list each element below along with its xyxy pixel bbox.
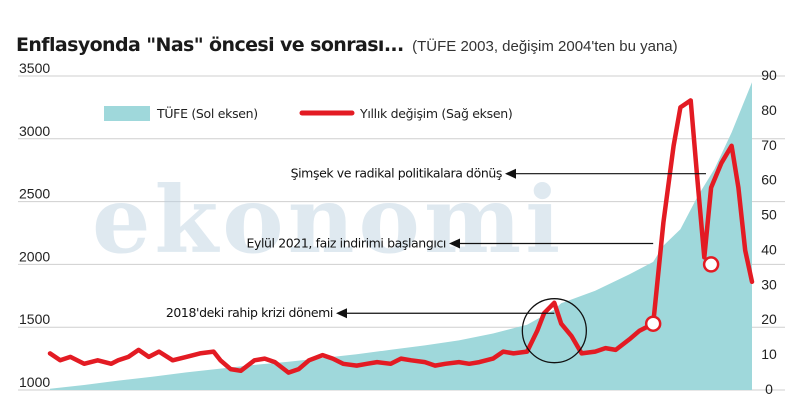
event-marker — [644, 315, 662, 332]
annotation-label: Şimşek ve radikal politikalara dönüş — [291, 166, 502, 181]
left-tick-label: 3500 — [19, 60, 50, 76]
right-tick-label: 20 — [761, 311, 777, 327]
annotations: Şimşek ve radikal politikalara dönüş Eylü… — [166, 166, 706, 320]
legend-area-swatch — [104, 106, 150, 121]
left-axis-ticks: 1000 1500 2000 2500 3000 3500 — [19, 60, 50, 390]
tufe-area — [50, 82, 752, 391]
right-tick-label: 30 — [761, 276, 777, 292]
rahip-crisis-highlight-circle — [521, 298, 587, 364]
legend: TÜFE (Sol eksen) Yıllık değişim (Sağ eks… — [104, 105, 513, 121]
right-tick-label: 50 — [761, 207, 777, 223]
annual-change-line — [47, 98, 755, 375]
annotation: 2018'deki rahip krizi dönemi — [166, 305, 555, 320]
event-marker — [702, 256, 720, 273]
chart-subtitle: (TÜFE 2003, değişim 2004'ten bu yana) — [412, 38, 678, 55]
annotation-label: Eylül 2021, faiz indirimi başlangıcı — [246, 235, 446, 250]
left-tick-label: 3000 — [19, 123, 50, 139]
annotation-arrow-head — [336, 308, 347, 319]
right-tick-label: 0 — [765, 381, 773, 397]
annotation-arrow-head — [505, 168, 516, 179]
right-tick-label: 90 — [761, 67, 777, 83]
right-tick-label: 70 — [761, 137, 777, 153]
legend-area-label: TÜFE (Sol eksen) — [156, 105, 258, 121]
right-tick-label: 10 — [761, 346, 777, 362]
right-axis-ticks: 0 10 20 30 40 50 60 70 80 90 — [761, 67, 777, 397]
annotation: Eylül 2021, faiz indirimi başlangıcı — [246, 235, 654, 250]
annotation-label: 2018'deki rahip krizi dönemi — [166, 305, 333, 320]
annotation: Şimşek ve radikal politikalara dönüş — [291, 166, 706, 181]
markers — [521, 256, 720, 364]
left-tick-label: 2500 — [19, 186, 50, 202]
tufe-area-series — [50, 82, 752, 391]
chart-title-row: Enflasyonda "Nas" öncesi ve sonrası... (… — [16, 34, 678, 56]
annual-change-line-series — [47, 98, 755, 375]
left-tick-label: 1000 — [19, 374, 50, 390]
chart-title: Enflasyonda "Nas" öncesi ve sonrası... — [16, 34, 404, 56]
right-tick-label: 80 — [761, 102, 777, 118]
right-tick-label: 60 — [761, 172, 777, 188]
watermark: ekonomi — [92, 166, 564, 274]
left-tick-label: 1500 — [19, 311, 50, 327]
legend-line-label: Yıllık değişim (Sağ eksen) — [359, 106, 512, 121]
annotation-arrow-head — [449, 238, 460, 249]
left-tick-label: 2000 — [19, 248, 50, 264]
right-tick-label: 40 — [761, 241, 777, 257]
